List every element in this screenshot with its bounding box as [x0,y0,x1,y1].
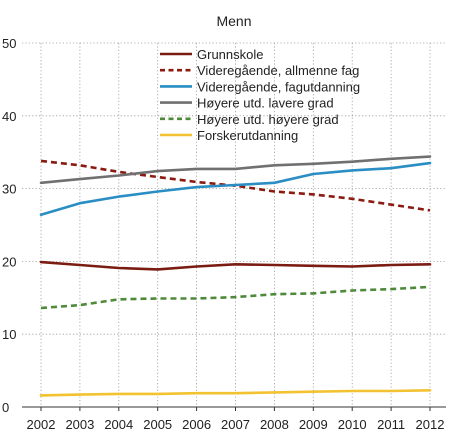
x-tick-label: 2005 [143,417,172,432]
x-tick-label: 2008 [260,417,289,432]
x-tick-label: 2009 [299,417,328,432]
axes [22,406,446,411]
series-line-4 [39,155,432,185]
x-tick-label: 2006 [182,417,211,432]
chart-title: Menn [216,13,251,29]
legend-label: Høyere utd. høyere grad [197,112,339,127]
x-tick-label: 2007 [221,417,250,432]
y-tick-label: 50 [2,36,16,51]
legend-label: Grunnskole [197,47,263,62]
series-lines [39,155,432,397]
y-tick-label: 10 [2,327,16,342]
tick-labels: 0 10 20 30 40 50 2002 2003 2004 2005 2006 2007 2008 2… [2,36,444,432]
legend-label: Videregående, fagutdanning [197,79,360,94]
legend-label: Høyere utd. lavere grad [197,96,334,111]
series-line-5 [40,285,431,310]
grid-lines [22,42,446,407]
x-tick-label: 2002 [27,417,56,432]
legend-label: Videregående, allmenne fag [197,63,359,78]
series-line-3 [39,161,432,217]
y-tick-label: 40 [2,109,16,124]
x-tick-label: 2003 [65,417,94,432]
legend-label: Forskerutdanning [197,128,298,143]
x-tick-label: 2011 [377,417,405,432]
x-tick-label: 2010 [338,417,367,432]
series-line-1 [39,260,432,271]
x-tick-label: 2004 [104,417,133,432]
y-tick-label: 20 [2,254,16,269]
series-line-2 [40,159,431,212]
x-tick-label: 2012 [416,417,445,432]
y-tick-label: 30 [2,182,16,197]
series-line-6 [39,388,432,397]
y-tick-label: 0 [2,400,9,415]
